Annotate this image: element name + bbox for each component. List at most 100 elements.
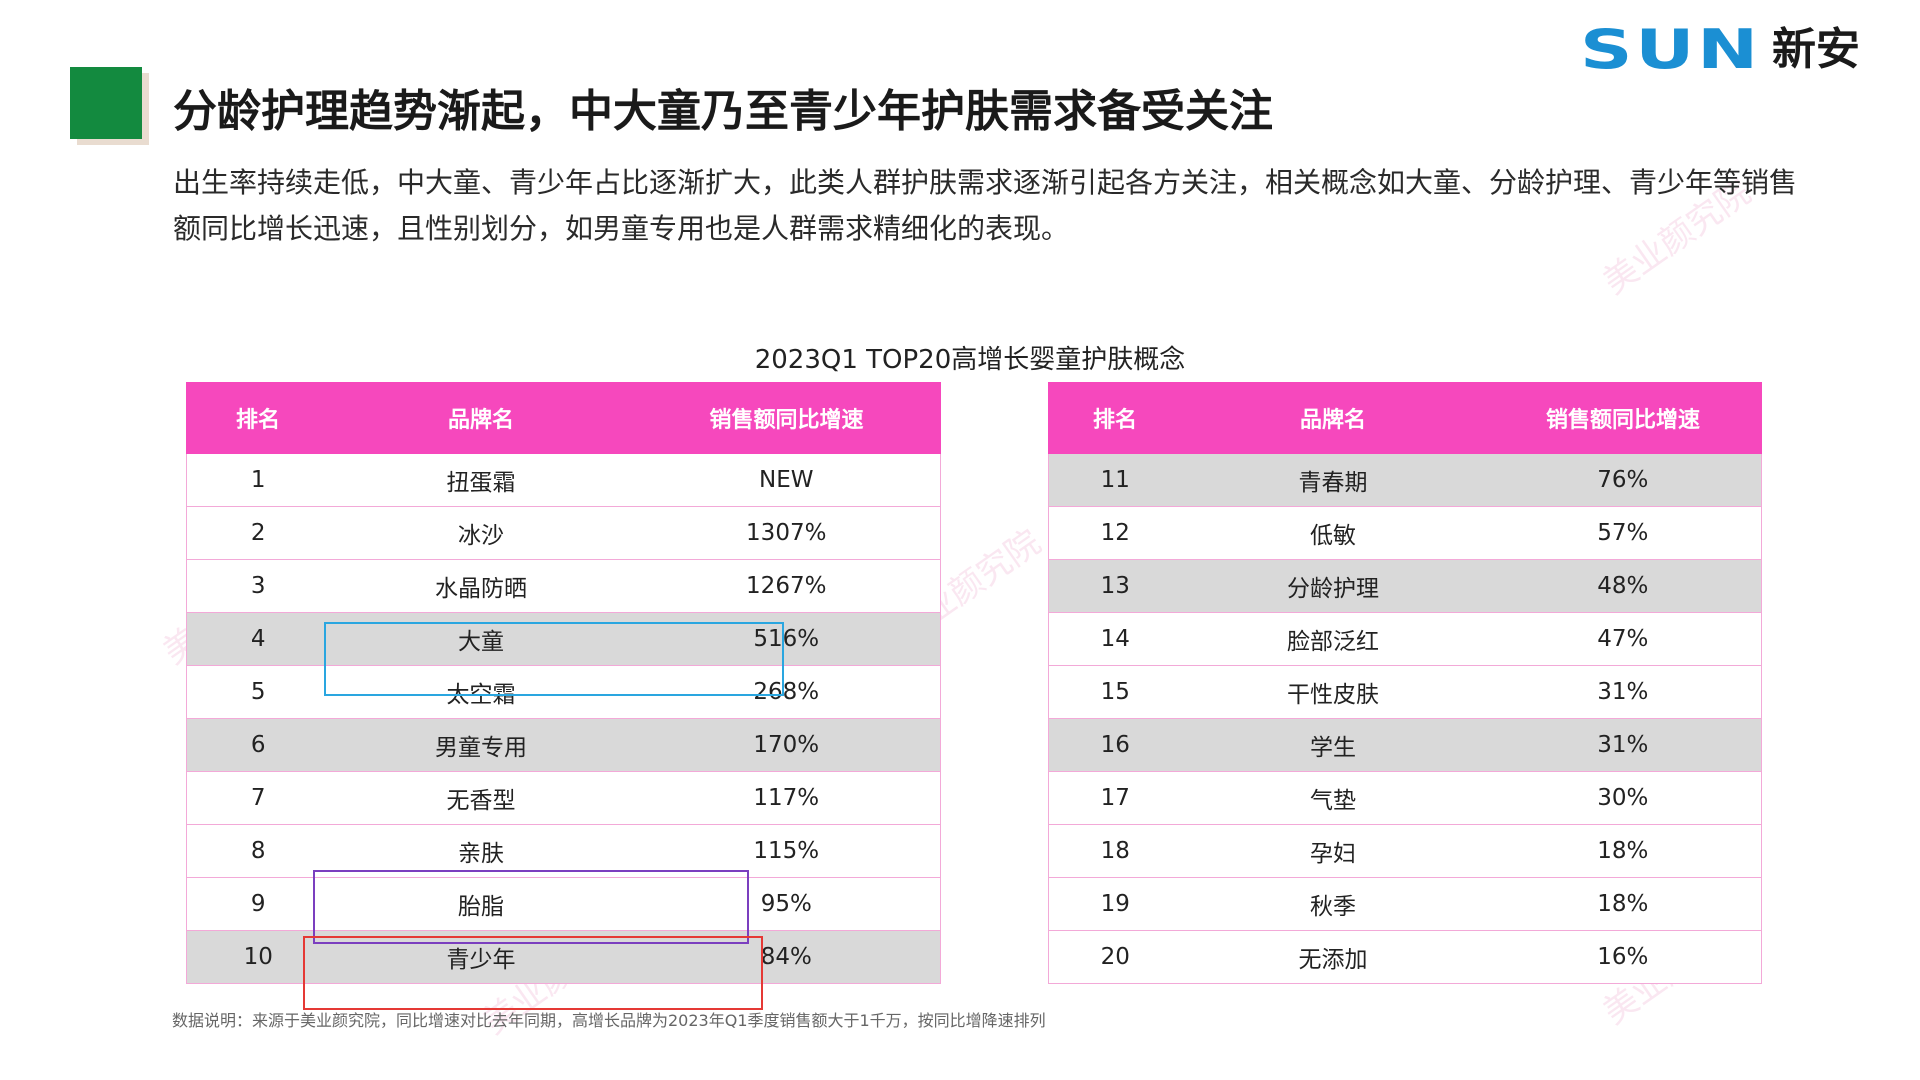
highlight-box-purple (313, 870, 749, 944)
table-row: 20 无添加 16% (1048, 930, 1762, 984)
header-brand: 品牌名 (329, 382, 633, 454)
cell-rank: 4 (186, 612, 330, 666)
cell-rate: 84% (632, 930, 941, 984)
cell-brand: 男童专用 (329, 718, 633, 772)
cell-rank: 14 (1048, 612, 1182, 666)
cell-rate: 18% (1484, 824, 1762, 878)
cell-rate: 170% (632, 718, 941, 772)
highlight-box-blue (324, 622, 784, 696)
intro-paragraph: 出生率持续走低，中大童、青少年占比逐渐扩大，此类人群护肤需求逐渐引起各方关注，相… (173, 166, 1798, 245)
cell-rank: 1 (186, 454, 330, 507)
cell-rank: 6 (186, 718, 330, 772)
cell-rate: 1267% (632, 559, 941, 613)
cell-brand: 扭蛋霜 (329, 454, 633, 507)
cell-brand: 学生 (1181, 718, 1485, 772)
header-rank: 排名 (186, 382, 330, 454)
cell-rank: 16 (1048, 718, 1182, 772)
table-row: 8 亲肤 115% (186, 824, 941, 878)
table-row: 9 胎脂 95% (186, 877, 941, 931)
cell-brand: 无添加 (1181, 930, 1485, 984)
title-accent-square (70, 67, 142, 139)
cell-rate: 76% (1484, 454, 1762, 507)
brand-logo: SUN 新安 (1580, 22, 1860, 78)
ranking-table-right: 排名 品牌名 销售额同比增速 11 青春期 76% 12 低敏 57% 13 分龄护理 48% 1… (1048, 382, 1762, 984)
table-row: 6 男童专用 170% (186, 718, 941, 772)
header-rate: 销售额同比增速 (632, 382, 941, 454)
header-brand: 品牌名 (1181, 382, 1485, 454)
cell-rank: 18 (1048, 824, 1182, 878)
logo-latin-text: SUN (1580, 18, 1761, 81)
table-row: 11 青春期 76% (1048, 454, 1762, 507)
cell-brand: 脸部泛红 (1181, 612, 1485, 666)
header-rate: 销售额同比增速 (1484, 382, 1762, 454)
table-caption: 2023Q1 TOP20高增长婴童护肤概念 (754, 345, 1186, 375)
cell-brand: 低敏 (1181, 506, 1485, 560)
cell-brand: 水晶防晒 (329, 559, 633, 613)
cell-rate: 16% (1484, 930, 1762, 984)
ranking-table-left: 排名 品牌名 销售额同比增速 1 扭蛋霜 NEW 2 冰沙 1307% 3 水晶防晒 1267%… (186, 382, 941, 984)
logo-chinese-text: 新安 (1771, 24, 1860, 75)
cell-rank: 17 (1048, 771, 1182, 825)
table-row: 19 秋季 18% (1048, 877, 1762, 931)
cell-rank: 3 (186, 559, 330, 613)
cell-rate: 47% (1484, 612, 1762, 666)
page-title: 分龄护理趋势渐起，中大童乃至青少年护肤需求备受关注 (173, 86, 1273, 137)
cell-rate: 1307% (632, 506, 941, 560)
cell-rate: 117% (632, 771, 941, 825)
table-row: 4 大童 516% (186, 612, 941, 666)
cell-rank: 5 (186, 665, 330, 719)
cell-rate: 516% (632, 612, 941, 666)
cell-brand: 青春期 (1181, 454, 1485, 507)
cell-rank: 12 (1048, 506, 1182, 560)
cell-rank: 15 (1048, 665, 1182, 719)
highlight-box-red (303, 936, 763, 1010)
cell-brand: 孕妇 (1181, 824, 1485, 878)
table-row: 7 无香型 117% (186, 771, 941, 825)
table-row: 10 青少年 84% (186, 930, 941, 984)
cell-rate: 95% (632, 877, 941, 931)
cell-rate: 48% (1484, 559, 1762, 613)
cell-brand: 秋季 (1181, 877, 1485, 931)
cell-brand: 青少年 (329, 930, 633, 984)
cell-rank: 13 (1048, 559, 1182, 613)
cell-rank: 11 (1048, 454, 1182, 507)
cell-rank: 19 (1048, 877, 1182, 931)
table-row: 1 扭蛋霜 NEW (186, 454, 941, 507)
table-header-row: 排名 品牌名 销售额同比增速 (186, 382, 941, 454)
table-row: 17 气垫 30% (1048, 771, 1762, 825)
cell-rate: 115% (632, 824, 941, 878)
cell-rank: 2 (186, 506, 330, 560)
table-row: 12 低敏 57% (1048, 506, 1762, 560)
cell-rate: 31% (1484, 718, 1762, 772)
cell-rate: NEW (632, 454, 941, 507)
cell-brand: 分龄护理 (1181, 559, 1485, 613)
table-row: 18 孕妇 18% (1048, 824, 1762, 878)
table-row: 15 干性皮肤 31% (1048, 665, 1762, 719)
cell-rank: 20 (1048, 930, 1182, 984)
cell-rate: 31% (1484, 665, 1762, 719)
header-rank: 排名 (1048, 382, 1182, 454)
table-row: 3 水晶防晒 1267% (186, 559, 941, 613)
cell-brand: 干性皮肤 (1181, 665, 1485, 719)
table-header-row: 排名 品牌名 销售额同比增速 (1048, 382, 1762, 454)
cell-rate: 57% (1484, 506, 1762, 560)
table-row: 14 脸部泛红 47% (1048, 612, 1762, 666)
table-row: 2 冰沙 1307% (186, 506, 941, 560)
cell-brand: 大童 (329, 612, 633, 666)
cell-brand: 亲肤 (329, 824, 633, 878)
cell-rank: 9 (186, 877, 330, 931)
table-row: 16 学生 31% (1048, 718, 1762, 772)
cell-rate: 268% (632, 665, 941, 719)
data-source-note: 数据说明：来源于美业颜究院，同比增速对比去年同期，高增长品牌为2023年Q1季度… (172, 1011, 1046, 1030)
cell-rank: 8 (186, 824, 330, 878)
cell-rate: 30% (1484, 771, 1762, 825)
cell-brand: 无香型 (329, 771, 633, 825)
table-row: 13 分龄护理 48% (1048, 559, 1762, 613)
table-row: 5 太空霜 268% (186, 665, 941, 719)
cell-brand: 胎脂 (329, 877, 633, 931)
cell-rank: 7 (186, 771, 330, 825)
cell-rate: 18% (1484, 877, 1762, 931)
cell-rank: 10 (186, 930, 330, 984)
cell-brand: 冰沙 (329, 506, 633, 560)
cell-brand: 气垫 (1181, 771, 1485, 825)
